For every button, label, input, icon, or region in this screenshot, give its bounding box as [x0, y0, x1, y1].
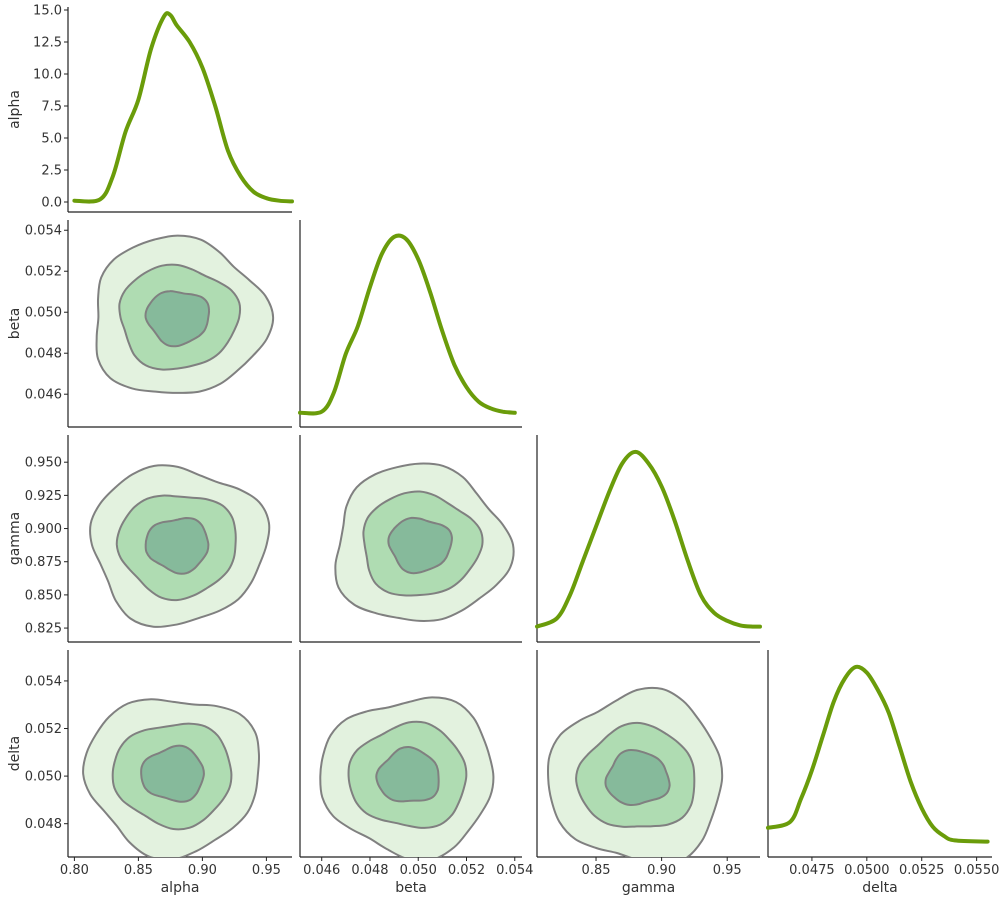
- axes-frame-1-0: [67, 220, 292, 428]
- contour-panel-beta-delta: [319, 696, 495, 857]
- kde-line-gamma: [535, 449, 762, 629]
- x-tick-label: 0.90: [188, 863, 217, 878]
- y-tick-label: 2.5: [41, 164, 62, 179]
- x-tick-label: 0.80: [60, 863, 89, 878]
- y-tick-label: 0.054: [25, 674, 62, 689]
- axes-frame-0-0: [67, 7, 292, 213]
- x-tick-label: 0.048: [351, 863, 388, 878]
- contour-panel-alpha-beta: [95, 234, 275, 394]
- x-axis-label: alpha: [161, 880, 200, 896]
- y-tick-label: 0.0: [41, 196, 62, 211]
- kde-line-alpha: [72, 11, 294, 204]
- contour-panel-alpha-gamma: [89, 464, 271, 628]
- y-tick-label: 0.050: [25, 306, 62, 321]
- y-tick-label: 5.0: [41, 132, 62, 147]
- contour-panel-beta-gamma: [334, 462, 515, 622]
- contour-inner: [144, 516, 210, 575]
- x-axis-label: delta: [862, 880, 897, 896]
- y-tick-label: 0.050: [25, 770, 62, 785]
- y-tick-label: 0.052: [25, 722, 62, 737]
- y-axis-label: beta: [7, 308, 23, 340]
- x-tick-label: 0.90: [647, 863, 676, 878]
- y-tick-label: 12.5: [33, 36, 62, 51]
- x-tick-label: 0.050: [400, 863, 437, 878]
- contour-inner: [144, 290, 211, 348]
- contour-inner: [140, 744, 205, 803]
- y-tick-label: 10.0: [33, 68, 62, 83]
- kde-line-delta: [766, 664, 990, 844]
- x-axis-label: beta: [395, 880, 427, 896]
- y-tick-label: 7.5: [41, 100, 62, 115]
- contour-inner: [604, 748, 671, 807]
- y-tick-label: 0.900: [25, 522, 62, 537]
- axes-frame-1-1: [299, 220, 522, 428]
- y-tick-label: 0.850: [25, 588, 62, 603]
- x-tick-label: 0.0475: [789, 863, 835, 878]
- x-tick-label: 0.046: [303, 863, 340, 878]
- axes-frame-2-0: [67, 435, 292, 643]
- x-tick-label: 0.85: [582, 863, 611, 878]
- contour-inner: [387, 516, 453, 575]
- y-tick-label: 0.875: [25, 555, 62, 570]
- y-tick-label: 0.048: [25, 817, 62, 832]
- y-tick-label: 0.825: [25, 622, 62, 637]
- x-tick-label: 0.0525: [899, 863, 945, 878]
- x-tick-label: 0.95: [252, 863, 281, 878]
- y-axis-label: delta: [7, 736, 23, 771]
- x-tick-label: 0.052: [448, 863, 485, 878]
- y-tick-label: 0.052: [25, 265, 62, 280]
- y-tick-label: 0.925: [25, 489, 62, 504]
- x-tick-label: 0.85: [124, 863, 153, 878]
- x-tick-label: 0.0550: [954, 863, 1000, 878]
- y-tick-label: 0.046: [25, 388, 62, 403]
- y-tick-label: 0.950: [25, 456, 62, 471]
- y-axis-label: gamma: [7, 512, 23, 565]
- x-tick-label: 0.0500: [844, 863, 890, 878]
- y-tick-label: 0.054: [25, 224, 62, 239]
- axes-frame-2-1: [299, 435, 522, 643]
- contour-panel-alpha-delta: [82, 698, 261, 857]
- x-tick-label: 0.054: [496, 863, 533, 878]
- axes-frame-3-3: [767, 650, 992, 858]
- x-tick-label: 0.95: [713, 863, 742, 878]
- y-tick-label: 0.048: [25, 347, 62, 362]
- kde-line-beta: [298, 233, 517, 416]
- axes-frame-2-2: [536, 435, 760, 643]
- contour-inner: [375, 745, 440, 803]
- x-axis-label: gamma: [622, 880, 675, 896]
- y-axis-label: alpha: [7, 90, 23, 129]
- contour-panel-gamma-delta: [546, 686, 724, 857]
- y-tick-label: 15.0: [33, 4, 62, 19]
